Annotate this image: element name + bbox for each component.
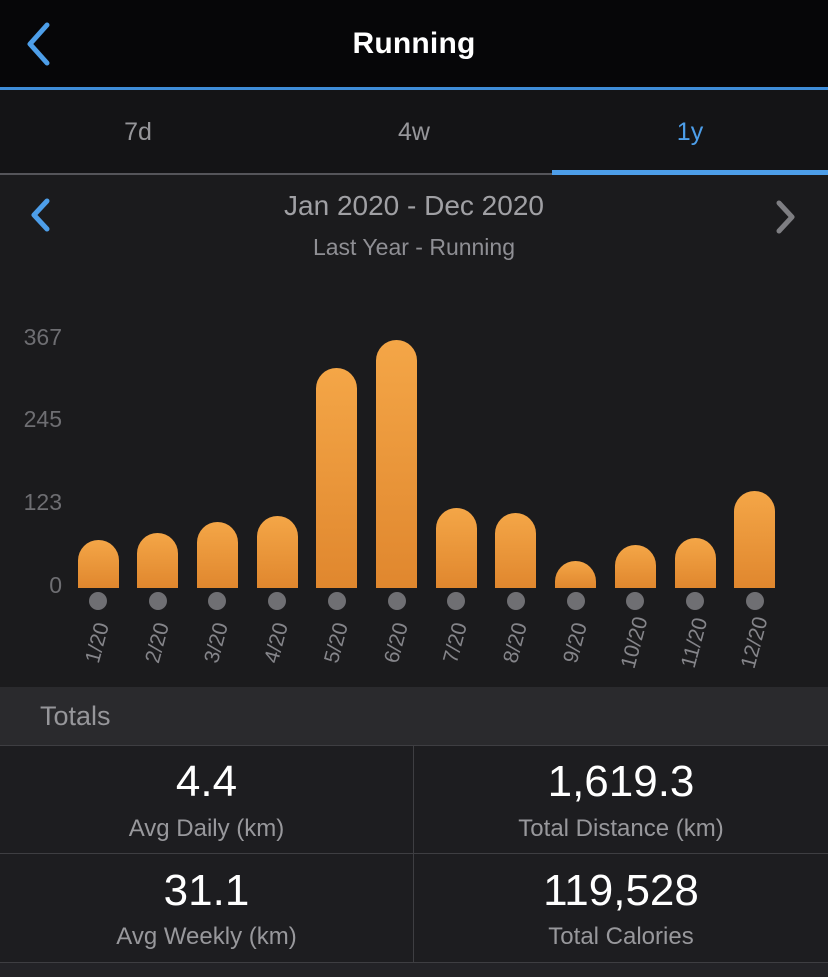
stat-label: Avg Daily (km) [128,814,285,842]
y-axis-label: 245 [23,406,62,433]
x-axis-label: 12/20 [736,614,773,671]
x-axis-dot [506,592,525,610]
stat-avg-daily: 4.4 Avg Daily (km) [0,746,414,854]
bar-10/20[interactable] [614,545,656,588]
chevron-left-icon [27,22,50,66]
stat-value: 31.1 [163,865,250,915]
y-axis-label: 367 [23,324,62,350]
totals-title: Totals [40,700,111,731]
stat-avg-weekly: 31.1 Avg Weekly (km) [0,854,414,962]
bar-11/20[interactable] [674,538,716,588]
stat-value: 1,619.3 [547,757,695,807]
x-axis-label: 1/20 [81,620,114,666]
x-axis-dot [447,592,466,610]
x-axis-dot [745,592,764,610]
x-axis-label: 2/20 [140,620,174,666]
y-axis-label: 123 [23,488,62,515]
bar-chart: 367 245 123 0 1/20 2/20 3/20 4/20 5/20 6/20 7/20 8/… [0,285,828,687]
previous-period-button[interactable] [28,198,52,232]
x-axis-dot [626,592,645,610]
period-nav: Jan 2020 - Dec 2020 Last Year - Running [0,175,828,285]
totals-grid: 4.4 Avg Daily (km) 1,619.3 Total Distanc… [0,745,828,963]
x-axis-dot [208,592,227,610]
stat-value: 119,528 [543,865,699,915]
x-axis-dot [89,592,107,610]
tab-7d[interactable]: 7d [124,118,152,146]
stat-total-distance: 1,619.3 Total Distance (km) [414,746,828,854]
stat-total-calories: 119,528 Total Calories [414,854,828,962]
bar-4/20[interactable] [256,516,298,588]
header: Running [0,0,828,90]
x-axis-label: 8/20 [499,620,532,666]
x-axis-dot [327,592,346,610]
x-axis-label: 9/20 [558,620,592,666]
bar-3/20[interactable] [196,522,238,588]
x-axis-dot [268,592,287,610]
period-range: Jan 2020 - Dec 2020 [284,190,544,221]
bar-7/20[interactable] [435,508,477,588]
x-axis-label: 3/20 [200,620,234,666]
x-axis-dot [686,592,704,610]
period-subtitle: Last Year - Running [312,234,516,260]
next-period-button[interactable] [774,200,798,234]
bar-6/20[interactable] [376,340,417,588]
x-axis-dot [387,592,406,610]
stat-value: 4.4 [175,757,238,807]
x-axis-label: 11/20 [676,615,713,671]
bar-9/20[interactable] [555,561,597,588]
back-button[interactable] [24,21,52,67]
bar-1/20[interactable] [77,540,119,588]
x-axis-label: 6/20 [379,620,413,666]
page-title: Running [352,26,476,60]
bar-12/20[interactable] [734,491,776,588]
x-axis-dot [148,592,167,610]
stat-label: Total Calories [548,923,694,951]
tab-1y[interactable]: 1y [552,90,828,175]
x-axis-label: 10/20 [616,614,653,671]
chevron-left-icon [31,198,50,232]
bar-2/20[interactable] [137,533,179,588]
totals-section-header: Totals [0,687,828,745]
x-axis-label: 7/20 [439,620,473,666]
y-axis-label: 0 [49,572,62,598]
x-axis-label: 5/20 [319,620,353,666]
bar-8/20[interactable] [495,513,537,588]
bottom-strip [0,963,828,977]
tab-4w[interactable]: 4w [398,118,430,146]
x-axis-label: 4/20 [260,620,294,666]
stat-label: Total Distance (km) [518,814,724,842]
chevron-right-icon [776,200,795,234]
x-axis-dot [566,592,585,610]
range-tabs: 7d 4w 1y [0,90,828,175]
bar-5/20[interactable] [316,368,358,588]
stat-label: Avg Weekly (km) [116,923,297,951]
